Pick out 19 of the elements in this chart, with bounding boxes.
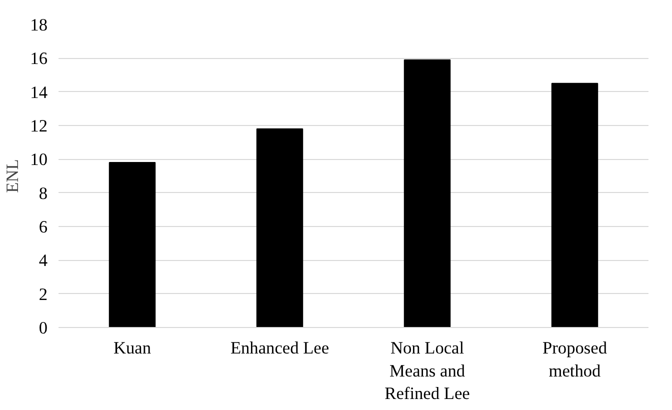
bar (108, 162, 156, 328)
x-tick-label: Proposed method (542, 338, 608, 380)
bar (404, 59, 451, 328)
y-tick-label: 0 (38, 318, 48, 338)
bar (256, 128, 304, 328)
x-tick-label: Enhanced Lee (230, 338, 330, 358)
y-tick-label: 12 (30, 116, 48, 136)
bar (551, 82, 598, 328)
y-tick-label: 14 (30, 82, 48, 102)
y-tick-label: 4 (38, 251, 48, 270)
x-tick-label: Kuan (113, 338, 152, 358)
y-axis-title: ENL (3, 159, 22, 193)
y-tick-label: 8 (38, 184, 48, 203)
y-tick-label: 16 (30, 49, 48, 68)
x-tick-label: Non Local Means and Refined Lee (384, 338, 470, 404)
y-tick-label: 6 (38, 218, 48, 236)
y-tick-label: 10 (30, 150, 48, 170)
y-tick-label: 18 (30, 16, 48, 34)
y-tick-label: 2 (38, 284, 48, 304)
